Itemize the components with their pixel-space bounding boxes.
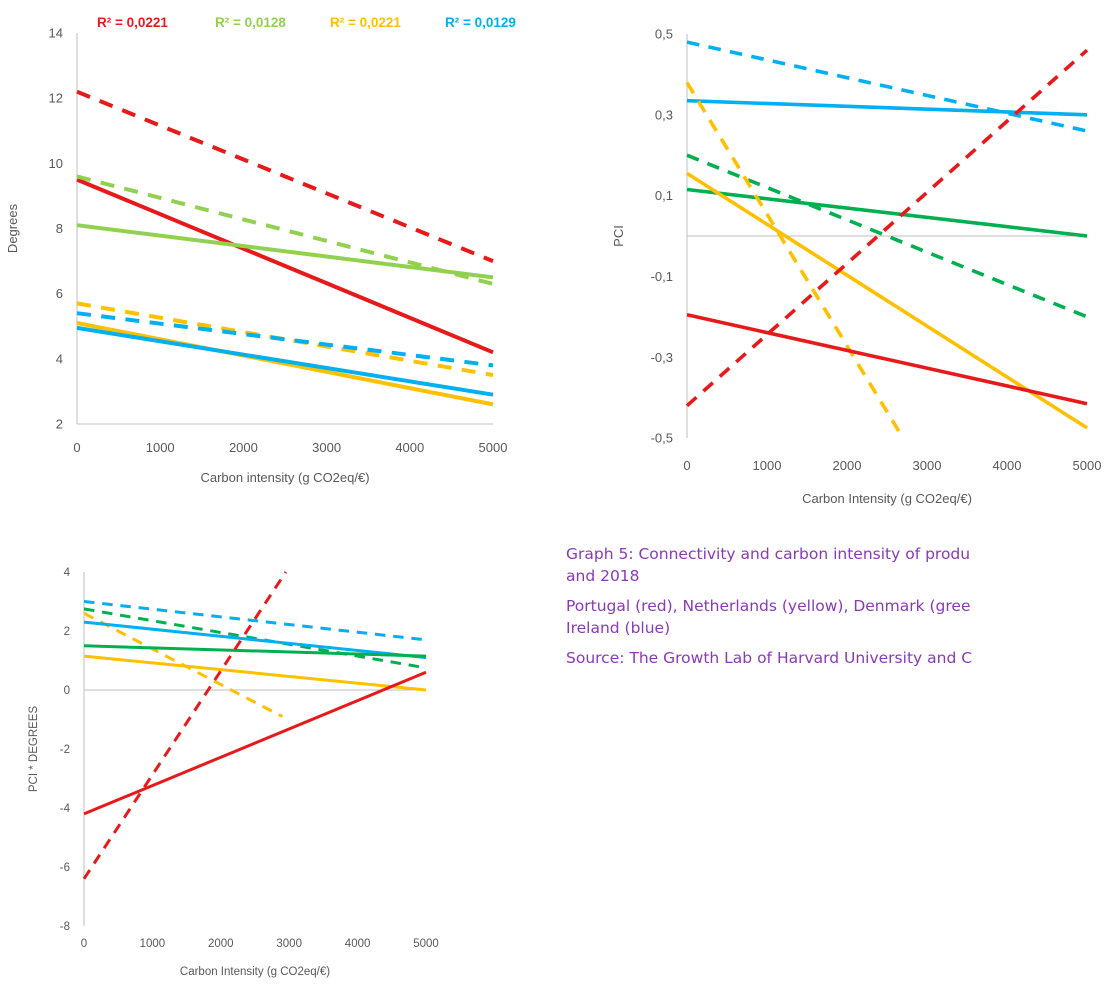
- r-squared-label: R² = 0,0129: [445, 15, 516, 30]
- x-tick-label: 2000: [833, 458, 862, 473]
- trend-line-7: [686, 313, 1088, 406]
- y-tick-label: -0,5: [651, 431, 673, 446]
- x-tick-label: 0: [81, 938, 87, 950]
- y-tick-label: -8: [60, 921, 70, 933]
- x-tick-label: 3000: [276, 938, 302, 950]
- x-tick-label: 3000: [312, 440, 341, 455]
- trend-line-1: [686, 98, 1088, 117]
- y-tick-label: -6: [60, 862, 70, 874]
- y-tick-label: 0,3: [655, 107, 673, 122]
- dashed-trend-line-0: [686, 40, 1088, 133]
- y-tick-label: 14: [49, 26, 63, 41]
- caption-title-line2: and 2018: [566, 567, 640, 585]
- y-tick-label: 6: [56, 286, 63, 301]
- caption-legend: Portugal (red), Netherlands (yellow), De…: [566, 595, 1112, 639]
- y-axis-label: PCI * DEGREES: [28, 706, 40, 793]
- y-tick-label: 2: [56, 417, 63, 432]
- dashed-trend-line-2: [686, 153, 1088, 319]
- degrees-chart: 2 4 6 8 10 12 14 0 1000 2000 3000 4000 5000 Carbon in…: [5, 15, 516, 485]
- caption-title-line1: Graph 5: Connectivity and carbon intensi…: [566, 545, 971, 563]
- x-tick-label: 2000: [229, 440, 258, 455]
- x-axis-label: Carbon Intensity (g CO2eq/€): [180, 966, 330, 978]
- trend-line-1: [76, 177, 494, 355]
- dashed-trend-line-4: [76, 301, 494, 378]
- y-tick-label: 4: [64, 567, 71, 579]
- caption-title: Graph 5: Connectivity and carbon intensi…: [566, 543, 1112, 587]
- caption-source-line: Source: The Growth Lab of Harvard Univer…: [566, 649, 973, 667]
- dashed-trend-line-4: [685, 81, 905, 439]
- dashed-trend-line-0: [83, 600, 427, 642]
- graph-caption: Graph 5: Connectivity and carbon intensi…: [566, 543, 1112, 677]
- trend-line-6: [76, 321, 494, 407]
- r-squared-label: R² = 0,0221: [330, 15, 401, 30]
- y-tick-label: 8: [56, 221, 63, 236]
- y-tick-label: -4: [60, 803, 71, 815]
- x-tick-label: 2000: [208, 938, 234, 950]
- trend-line-3: [76, 223, 494, 280]
- pci-chart: -0,5 -0,3 -0,1 0,1 0,3 0,5 0 1000 2000 3000 4000 50…: [611, 27, 1102, 506]
- trend-line-4: [83, 644, 427, 658]
- x-tick-label: 1000: [140, 938, 166, 950]
- caption-legend-line2: Ireland (blue): [566, 619, 671, 637]
- caption-legend-line1: Portugal (red), Netherlands (yellow), De…: [566, 597, 971, 615]
- x-tick-label: 0: [73, 440, 80, 455]
- x-tick-label: 5000: [479, 440, 508, 455]
- trend-line-5: [686, 171, 1088, 430]
- trend-line-3: [686, 187, 1088, 238]
- y-axis-label: Degrees: [5, 203, 20, 253]
- y-axis-label: PCI: [611, 225, 626, 247]
- y-tick-label: 0: [64, 685, 70, 697]
- x-tick-label: 4000: [395, 440, 424, 455]
- trend-line-6: [83, 670, 427, 816]
- dashed-trend-line-6: [685, 48, 1089, 408]
- trend-line-3: [83, 620, 427, 660]
- y-tick-label: -0,3: [651, 350, 673, 365]
- y-tick-label: -2: [60, 744, 70, 756]
- y-tick-label: 0,5: [655, 27, 673, 42]
- x-tick-label: 3000: [913, 458, 942, 473]
- dashed-trend-line-5: [76, 311, 494, 368]
- y-tick-label: 0,1: [655, 188, 673, 203]
- x-tick-label: 5000: [413, 938, 439, 950]
- x-tick-label: 1000: [753, 458, 782, 473]
- x-tick-label: 0: [683, 458, 690, 473]
- pci-degrees-chart: -8 -6 -4 -2 0 2 4 0 1000 2000 3000 4000 5000 Carbon I…: [28, 567, 439, 978]
- x-tick-label: 4000: [993, 458, 1022, 473]
- trend-line-7: [76, 325, 494, 397]
- x-axis-label: Carbon intensity (g CO2eq/€): [200, 470, 369, 485]
- x-axis-label: Carbon Intensity (g CO2eq/€): [802, 491, 972, 506]
- dashed-trend-line-0: [76, 89, 494, 263]
- y-tick-label: 12: [49, 91, 63, 106]
- caption-source: Source: The Growth Lab of Harvard Univer…: [566, 647, 1112, 669]
- y-tick-label: 10: [49, 156, 63, 171]
- x-tick-label: 5000: [1073, 458, 1102, 473]
- r-squared-label: R² = 0,0221: [97, 15, 168, 30]
- y-tick-label: 4: [56, 351, 63, 366]
- r-squared-label: R² = 0,0128: [215, 15, 286, 30]
- dashed-trend-line-7: [82, 571, 288, 880]
- y-tick-label: 2: [64, 626, 70, 638]
- trend-line-5: [83, 654, 427, 692]
- x-tick-label: 4000: [345, 938, 371, 950]
- y-tick-label: -0,1: [651, 269, 673, 284]
- x-tick-label: 1000: [146, 440, 175, 455]
